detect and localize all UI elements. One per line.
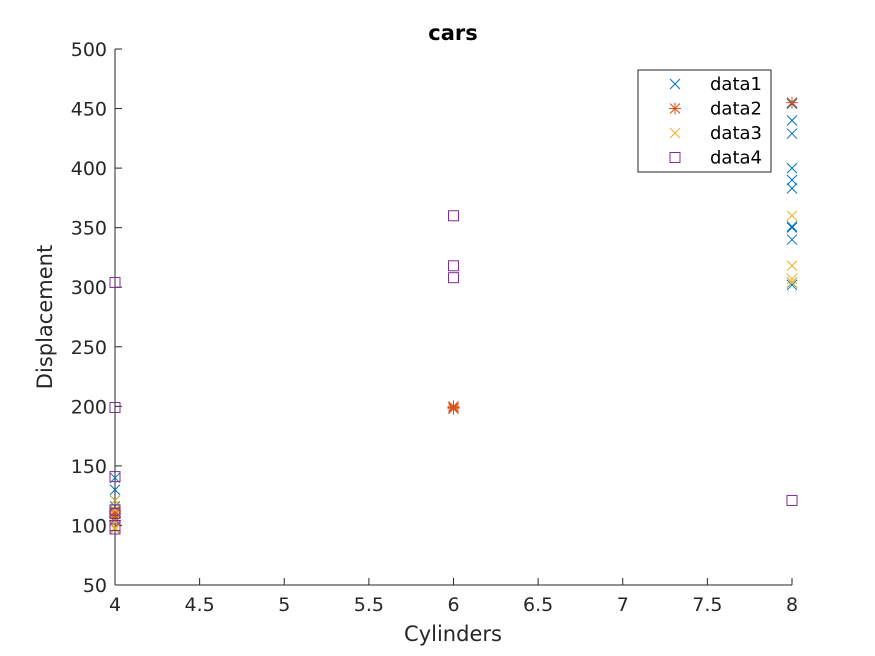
data-point: [786, 277, 798, 288]
legend-marker: [669, 152, 681, 163]
series-data4: [109, 210, 798, 535]
data-point: [448, 260, 459, 272]
data-point: [786, 210, 798, 222]
data-point: [109, 504, 121, 516]
x-tick-label: 4.5: [185, 594, 215, 616]
x-tick-label: 4: [109, 594, 121, 616]
legend: data1 data2 data3 data4: [637, 69, 772, 173]
y-tick-label: 100: [71, 515, 107, 537]
axes: 4 4.5 5 5.5 6 6.5 7 7.5 8 50 100 150 200 250 300 350 400…: [71, 39, 798, 616]
y-tick-label: 500: [71, 39, 107, 61]
data-point: [109, 495, 121, 506]
data-point: [786, 279, 798, 291]
legend-label: data3: [710, 123, 762, 144]
data-point: [448, 210, 459, 222]
y-tick-label: 350: [71, 218, 107, 240]
y-axis-label: Displacement: [33, 245, 57, 389]
legend-label: data4: [710, 148, 762, 169]
y-tick-label: 450: [71, 99, 107, 121]
data-point: [109, 519, 121, 531]
y-tick-label: 250: [71, 337, 107, 359]
data-point: [447, 400, 460, 413]
data-point: [786, 234, 798, 245]
x-tick-label: 6.5: [523, 594, 553, 616]
data-points: [109, 96, 798, 535]
legend-entry: data2: [669, 99, 762, 120]
data-point: [786, 221, 798, 232]
data-point: [786, 494, 798, 506]
legend-entry: data1: [669, 74, 762, 95]
data-point: [109, 523, 121, 535]
x-tick-label: 7: [617, 594, 629, 616]
legend-label: data2: [710, 99, 762, 120]
data-point: [786, 128, 798, 139]
data-point: [786, 222, 798, 234]
legend-box: [637, 69, 772, 173]
y-tick-label: 150: [71, 456, 107, 478]
data-point: [786, 96, 798, 109]
y-tick-label: 50: [83, 575, 107, 597]
y-tick-label: 300: [71, 277, 107, 299]
y-tick-label: 200: [71, 396, 107, 418]
data-point: [786, 174, 798, 186]
data-point: [786, 162, 798, 174]
legend-entry: data3: [669, 123, 762, 144]
data-point: [109, 471, 121, 483]
chart-title: cars: [428, 21, 477, 45]
y-tick-label: 400: [71, 158, 107, 180]
data-point: [786, 183, 798, 194]
x-tick-label: 5: [278, 594, 290, 616]
x-tick-label: 6: [447, 594, 459, 616]
legend-marker: [669, 102, 681, 115]
x-tick-label: 5.5: [354, 594, 384, 616]
data-point: [109, 504, 121, 516]
legend-marker: [669, 78, 681, 90]
x-axis-label: Cylinders: [404, 622, 502, 646]
legend-entry: data4: [669, 148, 762, 169]
data-point: [786, 260, 798, 272]
data-point: [786, 273, 798, 285]
x-tick-label: 7.5: [692, 594, 722, 616]
legend-marker: [669, 127, 681, 139]
legend-label: data1: [710, 74, 762, 95]
data-point: [109, 484, 121, 496]
data-point: [786, 115, 798, 126]
data-point: [109, 402, 121, 414]
data-point: [448, 272, 459, 284]
data-point: [109, 276, 121, 288]
x-tick-label: 8: [786, 594, 798, 616]
